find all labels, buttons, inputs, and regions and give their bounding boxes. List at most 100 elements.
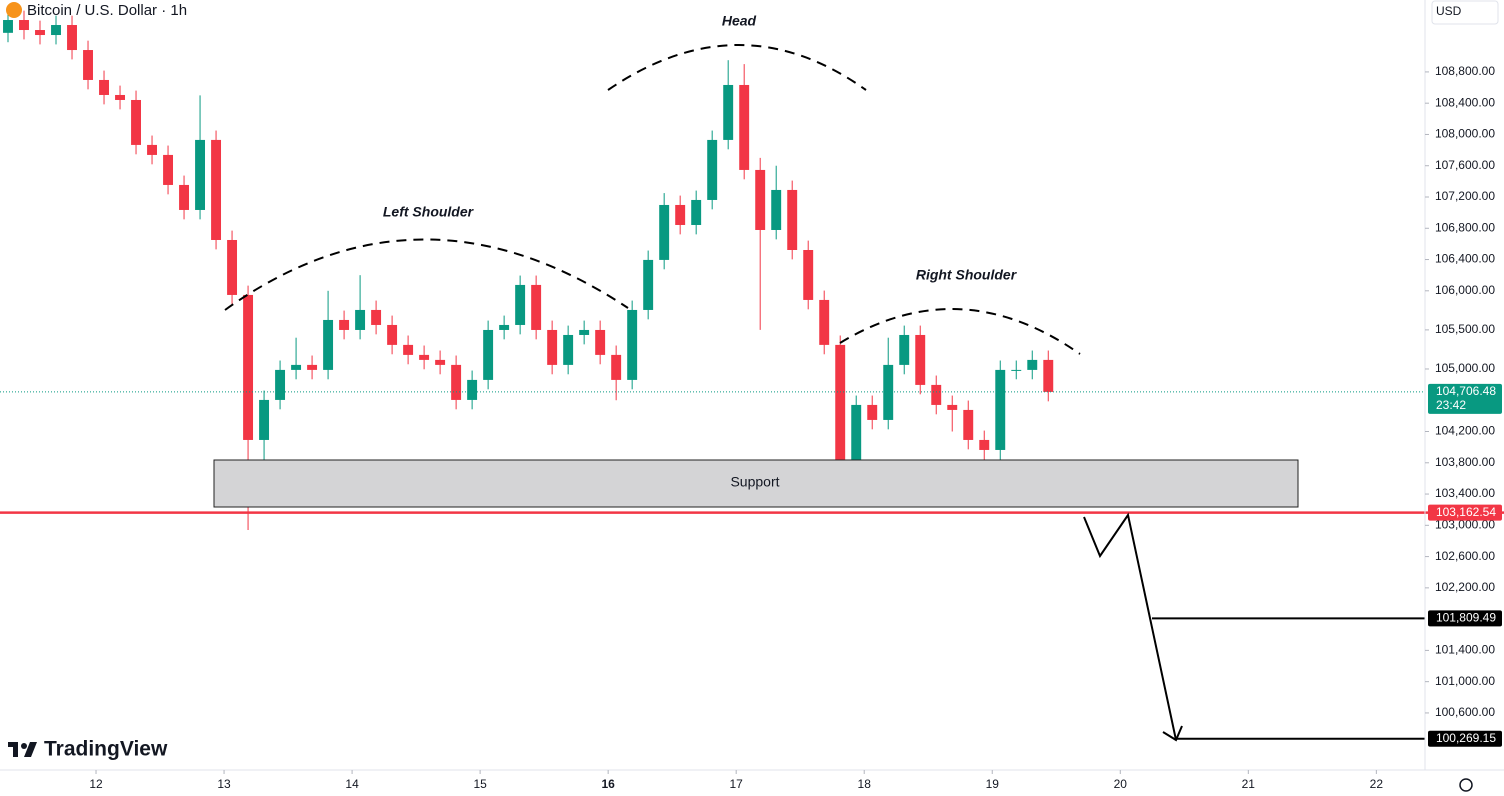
annotation: Right Shoulder	[916, 267, 1018, 283]
candle-body	[307, 364, 318, 370]
candle-body	[899, 334, 910, 365]
candle-body	[643, 259, 654, 310]
candle-body	[835, 344, 846, 460]
x-tick-label: 18	[858, 777, 872, 791]
x-tick-label: 13	[217, 777, 231, 791]
candle-body	[435, 359, 446, 365]
x-tick-label: 16	[601, 777, 615, 791]
bitcoin-icon	[6, 2, 22, 18]
candle-body	[1043, 359, 1054, 392]
candle-body	[771, 189, 782, 230]
projection-arrowhead	[1162, 725, 1183, 742]
logo-mark	[24, 742, 37, 757]
candle-body	[243, 294, 254, 440]
candle-body	[547, 329, 558, 365]
candle-body	[931, 384, 942, 405]
price-label: 101,809.49	[1436, 611, 1496, 625]
price-label-box	[1428, 730, 1502, 747]
candle-body	[451, 364, 462, 400]
candle-body	[115, 94, 125, 100]
candle-body	[691, 199, 702, 225]
y-tick-label: 108,800.00	[1435, 64, 1495, 78]
y-tick-label: 106,000.00	[1435, 283, 1495, 297]
candle-body	[3, 20, 13, 33]
candle-body	[723, 84, 734, 140]
candle-body	[883, 364, 894, 420]
candle-body	[659, 204, 670, 260]
chart-title: Bitcoin / U.S. Dollar · 1h	[27, 2, 187, 19]
candle-body	[163, 154, 174, 185]
settings-icon[interactable]	[1459, 778, 1473, 792]
y-tick-label: 101,400.00	[1435, 643, 1495, 657]
candle-body	[211, 139, 222, 240]
candle-body	[499, 324, 510, 330]
y-tick-label: 102,600.00	[1435, 549, 1495, 563]
right-shoulder-arc	[839, 308, 1081, 355]
price-label-box	[1428, 504, 1502, 521]
candle-body	[963, 409, 974, 440]
y-tick-label: 105,000.00	[1435, 361, 1495, 375]
y-tick-label: 107,600.00	[1435, 158, 1495, 172]
candle-body	[19, 20, 29, 31]
candle-body	[355, 309, 366, 330]
candle-body	[467, 379, 478, 400]
support-zone	[213, 459, 1299, 508]
candle-body	[851, 404, 862, 460]
candle-body	[403, 344, 414, 355]
x-tick-label: 22	[1370, 777, 1384, 791]
x-tick-label: 15	[473, 777, 487, 791]
candle-body	[35, 30, 45, 36]
candle-body	[563, 334, 574, 365]
candle-body	[739, 84, 750, 170]
brand: TradingView	[44, 738, 168, 761]
candle-body	[259, 399, 270, 440]
axes: 108,800.00 108,400.00 108,000.00 107,600.00…	[89, 64, 1495, 791]
projection-path	[1083, 512, 1177, 741]
candle-body	[387, 324, 398, 345]
candle-body	[947, 404, 958, 410]
candle-body	[147, 144, 157, 155]
candle-body	[131, 99, 141, 145]
candle-body	[819, 299, 830, 345]
candle-body	[419, 354, 430, 360]
head-arc	[607, 44, 867, 91]
candle-body	[515, 284, 526, 325]
candle-body	[179, 184, 190, 210]
candle-body	[755, 169, 766, 230]
x-tick-label: 17	[730, 777, 744, 791]
candle-body	[227, 239, 238, 295]
candle-body	[83, 50, 93, 80]
y-tick-label: 104,200.00	[1435, 424, 1495, 438]
x-tick-label: 19	[986, 777, 1000, 791]
candle-body	[291, 364, 302, 370]
x-tick-label: 14	[345, 777, 359, 791]
candle-body	[867, 404, 878, 420]
left-shoulder-arc	[224, 238, 629, 311]
candle-body	[595, 329, 606, 355]
candle-body	[1027, 359, 1038, 370]
candle-body	[787, 189, 798, 250]
y-tick-label: 103,400.00	[1435, 486, 1495, 500]
candle-body	[995, 369, 1006, 450]
y-tick-label: 108,400.00	[1435, 95, 1495, 109]
y-tick-label: 103,800.00	[1435, 455, 1495, 469]
logo-mark	[21, 743, 27, 749]
y-tick-label: 105,500.00	[1435, 322, 1495, 336]
currency-button[interactable]	[1431, 0, 1499, 25]
candle-body	[707, 139, 718, 200]
candle-body	[339, 319, 350, 330]
price-label-box	[1428, 610, 1502, 627]
x-tick-label: 12	[89, 777, 103, 791]
candle-body	[579, 329, 590, 335]
y-tick-label: 102,200.00	[1435, 580, 1495, 594]
currency: USD	[1436, 4, 1462, 18]
y-tick-label: 103,000.00	[1435, 517, 1495, 531]
y-tick-label: 107,200.00	[1435, 189, 1495, 203]
candle-body	[803, 249, 814, 300]
candle-body	[611, 354, 622, 380]
candle-body	[531, 284, 542, 330]
price-label: 104,706.48	[1436, 384, 1496, 398]
candle-body	[51, 25, 61, 36]
